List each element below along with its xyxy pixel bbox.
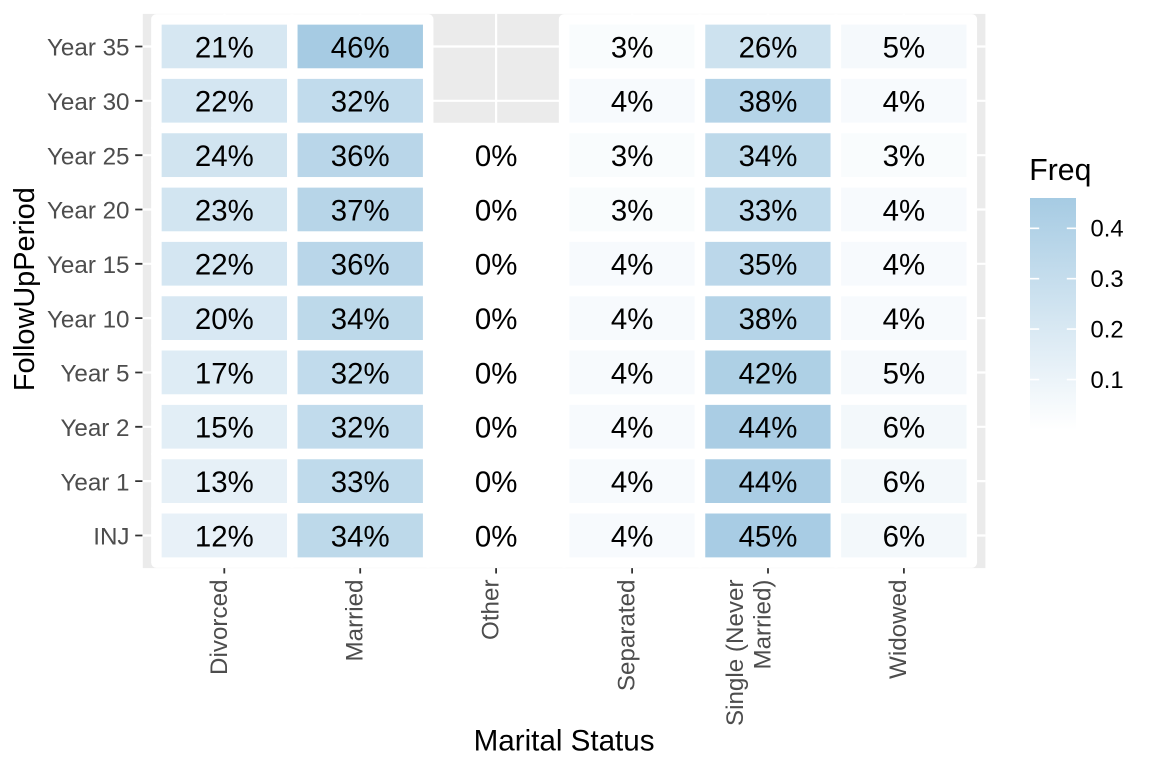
svg-text:Year 2: Year 2 <box>60 415 129 442</box>
svg-text:0%: 0% <box>475 412 517 445</box>
svg-text:37%: 37% <box>331 194 390 227</box>
svg-text:38%: 38% <box>739 303 798 336</box>
svg-text:0%: 0% <box>475 140 517 173</box>
svg-text:Single (Never: Single (Never <box>722 580 749 727</box>
svg-text:Married: Married <box>342 580 369 662</box>
svg-text:44%: 44% <box>739 466 798 499</box>
svg-text:0%: 0% <box>475 466 517 499</box>
svg-text:3%: 3% <box>883 140 925 173</box>
svg-text:4%: 4% <box>611 303 653 336</box>
svg-text:0%: 0% <box>475 520 517 553</box>
svg-text:0.4: 0.4 <box>1091 216 1124 243</box>
svg-text:6%: 6% <box>883 520 925 553</box>
svg-text:32%: 32% <box>331 412 390 445</box>
svg-text:38%: 38% <box>739 86 798 119</box>
svg-text:Marital Status: Marital Status <box>474 725 655 758</box>
svg-text:4%: 4% <box>883 249 925 282</box>
svg-text:4%: 4% <box>611 466 653 499</box>
svg-text:26%: 26% <box>739 31 798 64</box>
svg-text:22%: 22% <box>195 249 254 282</box>
svg-text:0.2: 0.2 <box>1091 317 1124 344</box>
svg-text:Other: Other <box>478 580 505 641</box>
svg-text:Widowed: Widowed <box>885 580 912 679</box>
svg-text:4%: 4% <box>611 86 653 119</box>
svg-text:Freq: Freq <box>1029 154 1091 187</box>
svg-text:33%: 33% <box>331 466 390 499</box>
svg-text:4%: 4% <box>883 86 925 119</box>
svg-text:Year 35: Year 35 <box>47 35 130 62</box>
svg-text:17%: 17% <box>195 357 254 390</box>
svg-text:36%: 36% <box>331 140 390 173</box>
svg-text:45%: 45% <box>739 520 798 553</box>
svg-text:15%: 15% <box>195 412 254 445</box>
svg-text:5%: 5% <box>883 31 925 64</box>
svg-text:0%: 0% <box>475 194 517 227</box>
svg-text:0%: 0% <box>475 357 517 390</box>
svg-text:21%: 21% <box>195 31 254 64</box>
svg-text:Divorced: Divorced <box>206 580 233 675</box>
svg-text:3%: 3% <box>611 140 653 173</box>
svg-text:32%: 32% <box>331 357 390 390</box>
svg-text:5%: 5% <box>883 357 925 390</box>
svg-text:3%: 3% <box>611 194 653 227</box>
svg-text:6%: 6% <box>883 466 925 499</box>
svg-text:42%: 42% <box>739 357 798 390</box>
svg-text:INJ: INJ <box>93 524 129 551</box>
svg-text:32%: 32% <box>331 86 390 119</box>
svg-text:6%: 6% <box>883 412 925 445</box>
svg-text:20%: 20% <box>195 303 254 336</box>
svg-text:Separated: Separated <box>614 580 641 692</box>
svg-text:4%: 4% <box>611 249 653 282</box>
svg-text:4%: 4% <box>883 194 925 227</box>
svg-text:4%: 4% <box>611 412 653 445</box>
svg-text:Year 10: Year 10 <box>47 306 130 333</box>
svg-text:Year 15: Year 15 <box>47 252 130 279</box>
svg-text:0.1: 0.1 <box>1091 367 1124 394</box>
svg-text:4%: 4% <box>611 520 653 553</box>
svg-text:46%: 46% <box>331 31 390 64</box>
svg-text:Year 1: Year 1 <box>60 469 129 496</box>
svg-text:3%: 3% <box>611 31 653 64</box>
svg-text:34%: 34% <box>739 140 798 173</box>
svg-text:Year 20: Year 20 <box>47 198 130 225</box>
svg-text:24%: 24% <box>195 140 254 173</box>
svg-text:0%: 0% <box>475 303 517 336</box>
svg-text:FollowUpPeriod: FollowUpPeriod <box>9 187 41 391</box>
svg-text:35%: 35% <box>739 249 798 282</box>
svg-text:0%: 0% <box>475 249 517 282</box>
svg-text:Year 25: Year 25 <box>47 143 130 170</box>
svg-text:Year 30: Year 30 <box>47 89 130 116</box>
svg-text:36%: 36% <box>331 249 390 282</box>
svg-text:4%: 4% <box>611 357 653 390</box>
svg-text:13%: 13% <box>195 466 254 499</box>
svg-text:Year 5: Year 5 <box>60 361 129 388</box>
svg-text:34%: 34% <box>331 520 390 553</box>
svg-text:22%: 22% <box>195 86 254 119</box>
svg-text:44%: 44% <box>739 412 798 445</box>
svg-text:33%: 33% <box>739 194 798 227</box>
svg-text:12%: 12% <box>195 520 254 553</box>
svg-text:34%: 34% <box>331 303 390 336</box>
svg-text:4%: 4% <box>883 303 925 336</box>
svg-text:Married): Married) <box>749 580 776 670</box>
svg-text:23%: 23% <box>195 194 254 227</box>
svg-text:0.3: 0.3 <box>1091 266 1124 293</box>
